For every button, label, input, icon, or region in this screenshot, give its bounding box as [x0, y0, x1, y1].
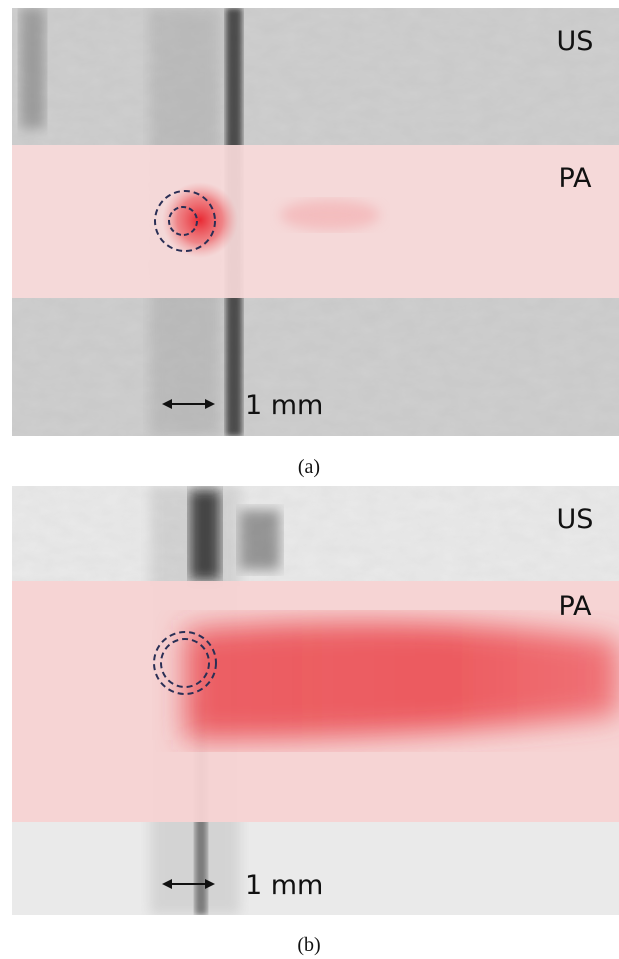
- pa-label: PA: [558, 591, 592, 622]
- caption: (b): [297, 934, 320, 956]
- caption: (a): [298, 456, 320, 478]
- page: US PA 1 mm (a) US PA 1 mm (b) (() => { c…: [0, 0, 619, 959]
- panel-b-image: [12, 486, 619, 915]
- panel-a-image: [12, 8, 619, 436]
- scale-label: 1 mm: [245, 870, 323, 901]
- pa-label: PA: [558, 163, 592, 194]
- us-label: US: [557, 504, 594, 535]
- figure: US PA 1 mm (a) US PA 1 mm (b): [0, 0, 619, 959]
- scale-label: 1 mm: [245, 390, 323, 421]
- us-label: US: [557, 26, 594, 57]
